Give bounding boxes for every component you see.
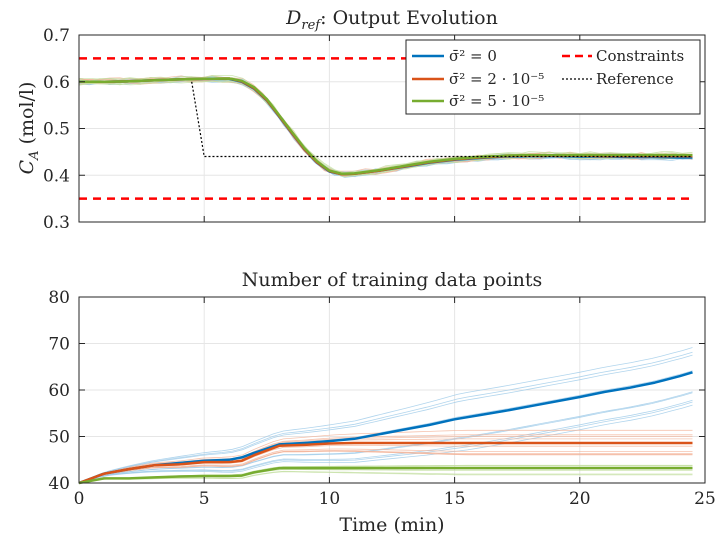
top-y-tick-label: 0.3 [43,213,70,233]
bottom-y-tick-label: 60 [48,381,70,401]
bottom-axes: 40 50 60 70 80 0 5 10 15 20 25 Number of training… [48,269,715,536]
top-y-tick-label: 0.6 [43,73,70,93]
bottom-trajectory [78,351,693,484]
bottom-series-2-line [78,466,693,485]
bottom-tick-marks [78,296,706,484]
bottom-x-tick-label: 5 [199,489,210,509]
top-series-4-line [191,81,693,158]
bottom-y-tick-label: 50 [48,428,70,448]
bottom-y-tick-label: 70 [48,335,70,355]
bottom-x-tick-label: 25 [694,489,716,509]
legend-label-sigma-5e-5: σ̄² = 5 · 10⁻⁵ [449,92,544,110]
legend-label-reference: Reference [596,70,674,88]
top-y-tick-label: 0.4 [43,166,70,186]
bottom-x-tick-label: 15 [444,489,466,509]
legend-box [405,39,701,115]
bottom-x-tick-label: 20 [569,489,591,509]
bottom-trajectory [78,471,693,484]
bottom-series-0-line [78,371,693,485]
bottom-trajectory [78,401,693,484]
top-title: Dref: Output Evolution [285,7,498,33]
bottom-trajectory [78,448,693,484]
legend-label-sigma-2e-5: σ̄² = 2 · 10⁻⁵ [449,70,544,88]
top-axes: 0.3 0.4 0.5 0.6 0.7 Dref: Output Evolution C… [16,7,706,233]
bottom-trajectory [78,354,693,484]
bottom-y-tick-label: 40 [48,474,70,494]
top-y-tick-label: 0.5 [43,120,70,140]
top-trajectory [79,75,693,174]
top-y-axis-label: CA (mol/l) [16,82,42,175]
bottom-x-tick-label: 0 [74,489,85,509]
top-y-tick-label: 0.7 [43,26,70,46]
bottom-x-tick-label: 10 [319,489,341,509]
bottom-trajectory [78,399,693,484]
legend-label-sigma-0: σ̄² = 0 [449,47,497,65]
top-series-2-line [79,77,693,176]
legend-label-constraints: Constraints [596,47,684,65]
bottom-series-1-line [78,441,693,485]
top-legend: σ̄² = 0 σ̄² = 2 · 10⁻⁵ σ̄² = 5 · 10⁻⁵ Co… [405,39,701,115]
bottom-y-tick-label: 80 [48,288,70,308]
bottom-trajectory [78,450,693,484]
bottom-title: Number of training data points [242,269,543,291]
bottom-x-tick-labels: 0 5 10 15 20 25 [74,489,716,509]
top-y-tick-labels: 0.3 0.4 0.5 0.6 0.7 [43,26,70,233]
bottom-x-axis-label: Time (min) [339,514,444,536]
bottom-trajectory [78,404,693,484]
bottom-trajectory [78,347,693,484]
bottom-series-lines [78,371,693,485]
bottom-y-tick-labels: 40 50 60 70 80 [48,288,70,494]
top-series-lines [79,57,693,200]
